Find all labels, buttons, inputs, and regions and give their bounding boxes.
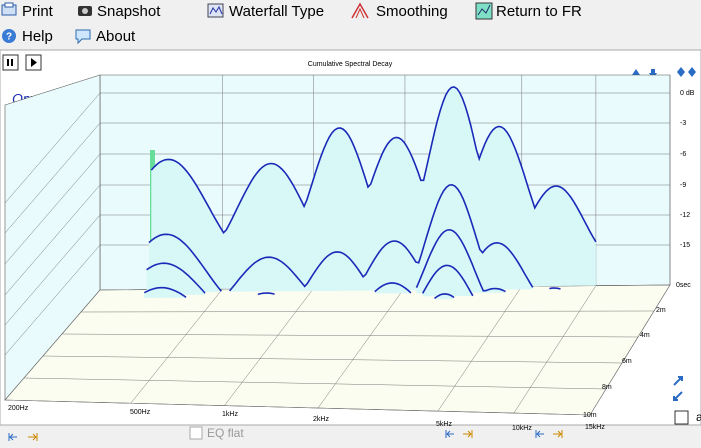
freq-label: 2kHz xyxy=(313,416,329,423)
freq-label: 15kHz xyxy=(585,424,605,431)
print-icon[interactable] xyxy=(1,2,17,16)
pause-glyph xyxy=(11,59,13,66)
about-icon[interactable] xyxy=(75,29,91,45)
grid-line xyxy=(4,399,591,416)
grid-line xyxy=(4,92,101,204)
grid-line xyxy=(513,285,597,414)
view-arrows[interactable] xyxy=(632,67,696,79)
grid-line xyxy=(80,310,655,313)
freq-label: 10kHz xyxy=(512,425,532,432)
decay-curve xyxy=(374,282,412,294)
floor xyxy=(4,284,671,416)
grid-line xyxy=(437,286,523,412)
freq-label: 200Hz xyxy=(8,405,29,412)
decay-curve xyxy=(549,287,561,290)
freq-label: 5kHz xyxy=(436,421,452,428)
db-label: -9 xyxy=(680,182,686,189)
freq-label: 500Hz xyxy=(130,409,151,416)
decay-slice xyxy=(151,87,596,290)
checkbox-label: a xyxy=(696,410,701,424)
decay-curve xyxy=(257,292,275,296)
grid-line xyxy=(4,153,101,265)
decay-curve xyxy=(422,264,474,297)
grid-line xyxy=(4,289,101,401)
pause-glyph xyxy=(7,59,9,66)
eq-flat-checkbox[interactable] xyxy=(189,426,203,440)
pause-button[interactable] xyxy=(2,54,19,71)
grid-line xyxy=(589,284,671,416)
checkbox[interactable] xyxy=(674,410,689,425)
snapshot-icon[interactable] xyxy=(78,6,92,16)
help-icon[interactable]: ? xyxy=(2,29,16,43)
scroll-arrows-left[interactable] xyxy=(8,433,38,441)
grid-line xyxy=(23,377,607,390)
help-button[interactable]: Help xyxy=(22,28,53,45)
db-label: -15 xyxy=(680,242,690,249)
waterfall-icon[interactable] xyxy=(207,3,224,18)
scroll-arrows-right2[interactable] xyxy=(535,430,563,438)
smoothing-icon[interactable] xyxy=(351,2,369,19)
smoothing-button[interactable]: Smoothing xyxy=(376,3,448,20)
time-label: 6m xyxy=(622,358,632,365)
decay-curve xyxy=(150,86,597,243)
decay-curve xyxy=(146,262,206,294)
zoom-arrows[interactable] xyxy=(673,376,683,401)
waterfall xyxy=(143,86,597,300)
grid-line xyxy=(317,287,406,409)
grid-line xyxy=(4,122,101,234)
eq-flat-label: EQ flat xyxy=(207,426,244,440)
play-glyph xyxy=(31,58,37,67)
snapshot-button[interactable]: Snapshot xyxy=(97,3,161,20)
print-button[interactable]: Print xyxy=(22,3,54,20)
time-label: 4m xyxy=(640,332,650,339)
about-button[interactable]: About xyxy=(96,28,136,45)
time-label: 8m xyxy=(602,384,612,391)
plot-title: Cumulative Spectral Decay xyxy=(308,61,393,68)
grid-line xyxy=(4,244,101,356)
decay-curve xyxy=(415,228,506,293)
grid-line xyxy=(4,214,101,326)
return-to-fr-button[interactable]: Return to FR xyxy=(496,3,582,20)
scroll-arrows-right[interactable] xyxy=(445,430,473,438)
grid-line xyxy=(61,333,639,338)
db-label: 0 dB xyxy=(680,90,695,97)
waterfall-type-button[interactable]: Waterfall Type xyxy=(229,3,324,20)
grid-line xyxy=(4,184,101,296)
decay-curve xyxy=(434,293,455,300)
time-label: 10m xyxy=(583,412,597,419)
grid-line xyxy=(130,288,223,404)
db-label: -12 xyxy=(680,212,690,219)
return-fr-icon[interactable] xyxy=(475,2,493,20)
db-label: -6 xyxy=(680,151,686,158)
grid-line xyxy=(224,287,314,406)
freq-label: 1kHz xyxy=(222,411,238,418)
decay-slice xyxy=(144,287,186,298)
axis-labels: 200Hz 500Hz 1kHz 2kHz 5kHz 10kHz 15kHz 0 dB -3 -6… xyxy=(8,90,695,432)
decay-curve xyxy=(148,233,222,292)
svg-text:?: ? xyxy=(6,32,12,43)
time-label: 0sec xyxy=(676,282,691,289)
decay-slice xyxy=(422,265,473,297)
decay-curve xyxy=(143,286,187,298)
grid-line xyxy=(42,355,623,364)
time-label: 2m xyxy=(656,307,666,314)
decay-curve xyxy=(228,183,534,292)
db-label: -3 xyxy=(680,120,686,127)
